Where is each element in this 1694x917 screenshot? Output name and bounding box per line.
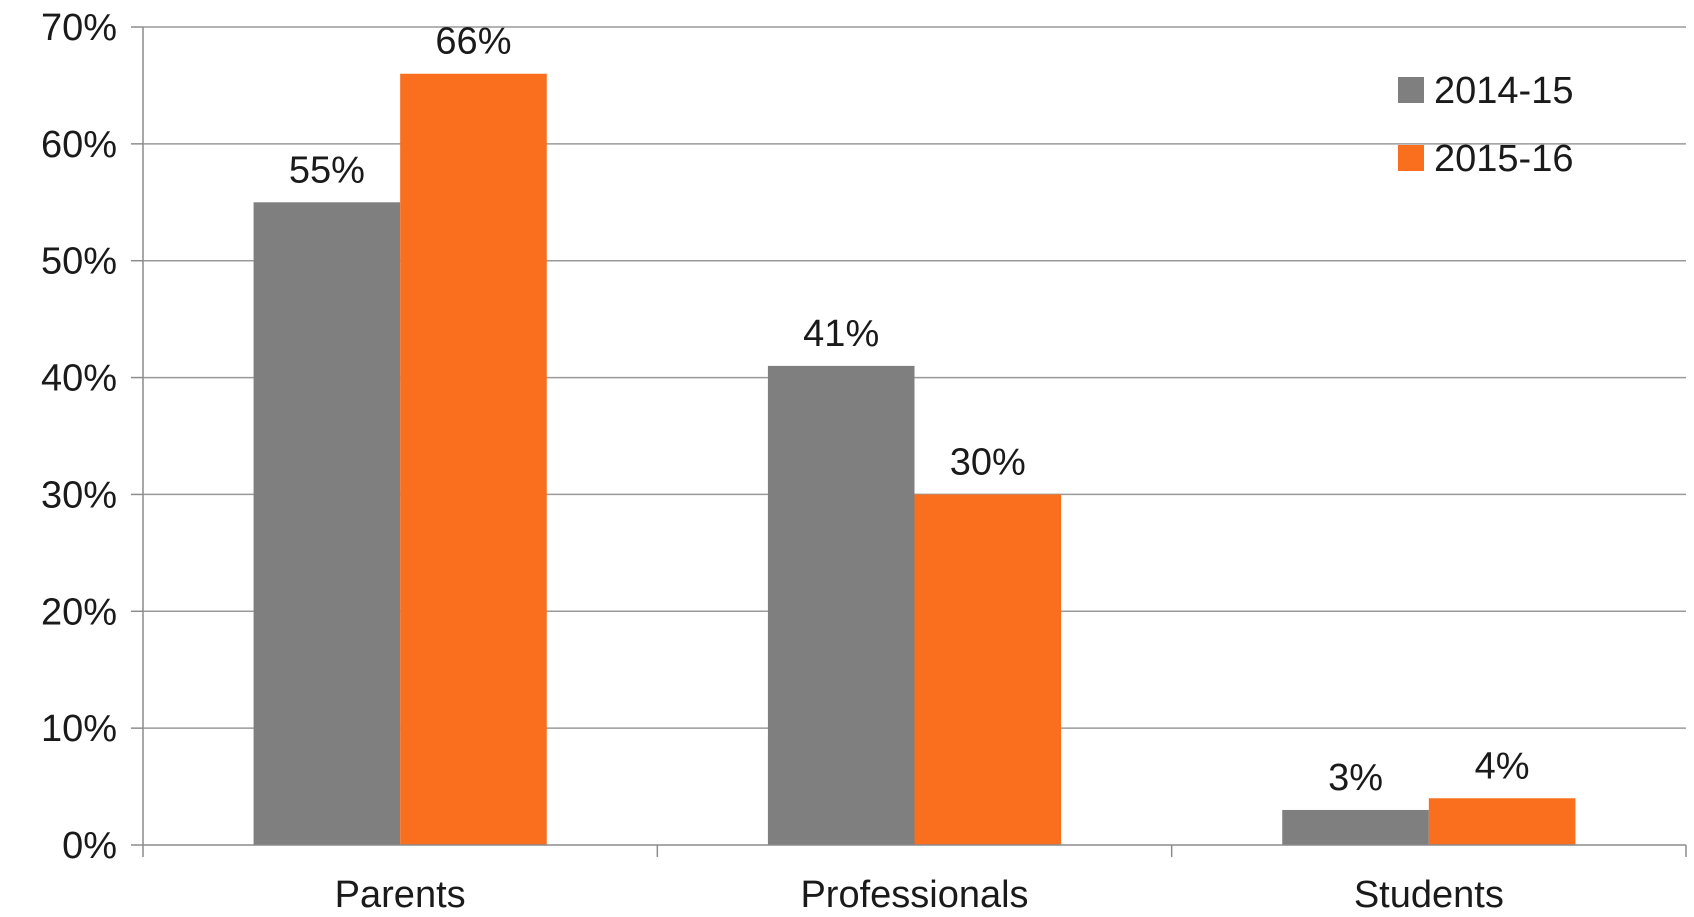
bar [253, 202, 401, 846]
category-label: Parents [335, 874, 466, 916]
y-tick-label: 40% [41, 358, 117, 400]
data-label: 66% [435, 21, 511, 63]
category-label: Professionals [800, 874, 1028, 916]
legend: 2014-15 2015-16 [1398, 70, 1573, 180]
data-label: 3% [1328, 757, 1383, 799]
bars [253, 73, 1576, 846]
y-tick-label: 10% [41, 708, 117, 750]
legend-label: 2015-16 [1434, 138, 1573, 180]
category-labels: Parents Professionals Students [335, 874, 1504, 916]
legend-swatch [1398, 145, 1424, 171]
bar [1282, 809, 1429, 845]
bar [400, 73, 547, 845]
category-label: Students [1354, 874, 1504, 916]
data-label: 55% [289, 149, 365, 191]
legend-label: 2014-15 [1434, 70, 1573, 112]
data-label: 30% [950, 441, 1026, 483]
data-label: 41% [803, 313, 879, 355]
bar [1428, 798, 1576, 845]
x-axis-ticks [142, 845, 1687, 857]
y-tick-label: 60% [41, 124, 117, 166]
bar [767, 365, 915, 845]
y-tick-label: 70% [41, 7, 117, 49]
y-tick-label: 0% [62, 825, 117, 867]
bar [914, 494, 1062, 845]
y-tick-label: 50% [41, 241, 117, 283]
y-axis-tick-labels: 0% 10% 20% 30% 40% 50% 60% 70% [41, 7, 143, 867]
y-tick-label: 20% [41, 591, 117, 633]
y-tick-label: 30% [41, 474, 117, 516]
data-labels: 55% 66% 41% 30% 3% 4% [289, 21, 1530, 799]
legend-swatch [1398, 77, 1424, 103]
data-label: 4% [1475, 745, 1530, 787]
